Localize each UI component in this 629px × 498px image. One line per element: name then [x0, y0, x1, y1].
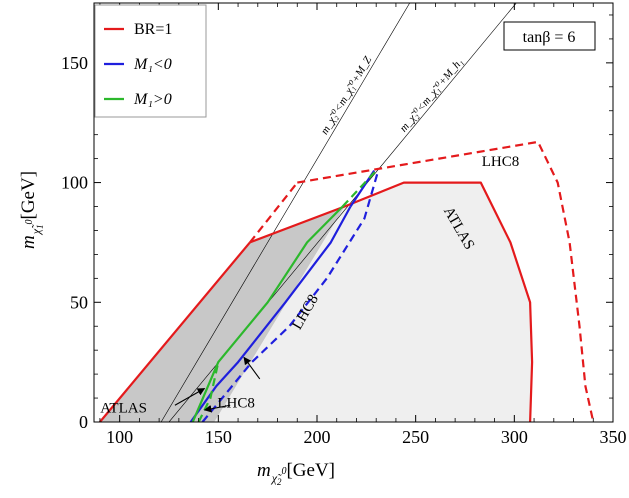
series-line-6 [201, 170, 380, 422]
annotation-arrow-1 [174, 388, 206, 406]
shaded-region-1 [99, 206, 345, 422]
y-tick-label: 50 [70, 292, 88, 312]
threshold-label-2: m_χ̃₂⁰<m_χ̃₁⁰+M_h₁ [398, 56, 466, 134]
x-tick-label: 100 [106, 427, 133, 447]
y-tick-label: 150 [61, 53, 88, 73]
series-line-1 [99, 241, 251, 422]
series-line-8 [191, 205, 344, 422]
plot-frame [93, 2, 614, 423]
tanbeta-box: tanβ = 6 [503, 21, 596, 51]
tanbeta-label: tanβ = 6 [523, 29, 576, 46]
legend-label: M₁>0 [133, 91, 172, 108]
legend-label: M₁<0 [133, 56, 172, 73]
y-tick-label: 0 [79, 412, 88, 432]
shaded-region-2 [214, 182, 533, 422]
series-line-4 [297, 140, 595, 422]
x-tick-label: 250 [402, 427, 429, 447]
x-tick-label: 350 [600, 427, 627, 447]
series-lines [99, 140, 595, 422]
annotation-4: ATLAS [100, 400, 147, 416]
legend: BR=1 M₁<0 M₁>0 [94, 4, 207, 118]
annotation-arrows [174, 356, 261, 413]
threshold-label-1: m_χ̃₂⁰<m_χ̃₁⁰+M_Z [319, 54, 375, 137]
series-line-10 [197, 361, 220, 422]
x-tick-label: 300 [501, 427, 528, 447]
y-axis-title: mχ̃10[GeV] [18, 171, 45, 249]
legend-box [94, 4, 207, 118]
annotation-arrow-3 [243, 356, 261, 380]
threshold-line-1 [160, 3, 410, 422]
axis-ticks [94, 3, 614, 423]
annotation-arrow-2 [203, 404, 231, 413]
shaded-regions [99, 182, 533, 422]
legend-label: BR=1 [134, 21, 172, 38]
annotation-5: LHC8 [217, 396, 255, 412]
y-tick-label: 100 [61, 173, 88, 193]
annotation-1: LHC8 [482, 154, 520, 170]
x-tick-label: 150 [205, 427, 232, 447]
series-line-9 [341, 169, 378, 208]
series-line-3 [249, 181, 534, 422]
x-axis-title: mχ̃20[GeV] [257, 460, 335, 487]
x-tick-label: 200 [303, 427, 330, 447]
tick-labels: 100 150 200 250 300 350 0 50 100 150 [61, 53, 627, 447]
